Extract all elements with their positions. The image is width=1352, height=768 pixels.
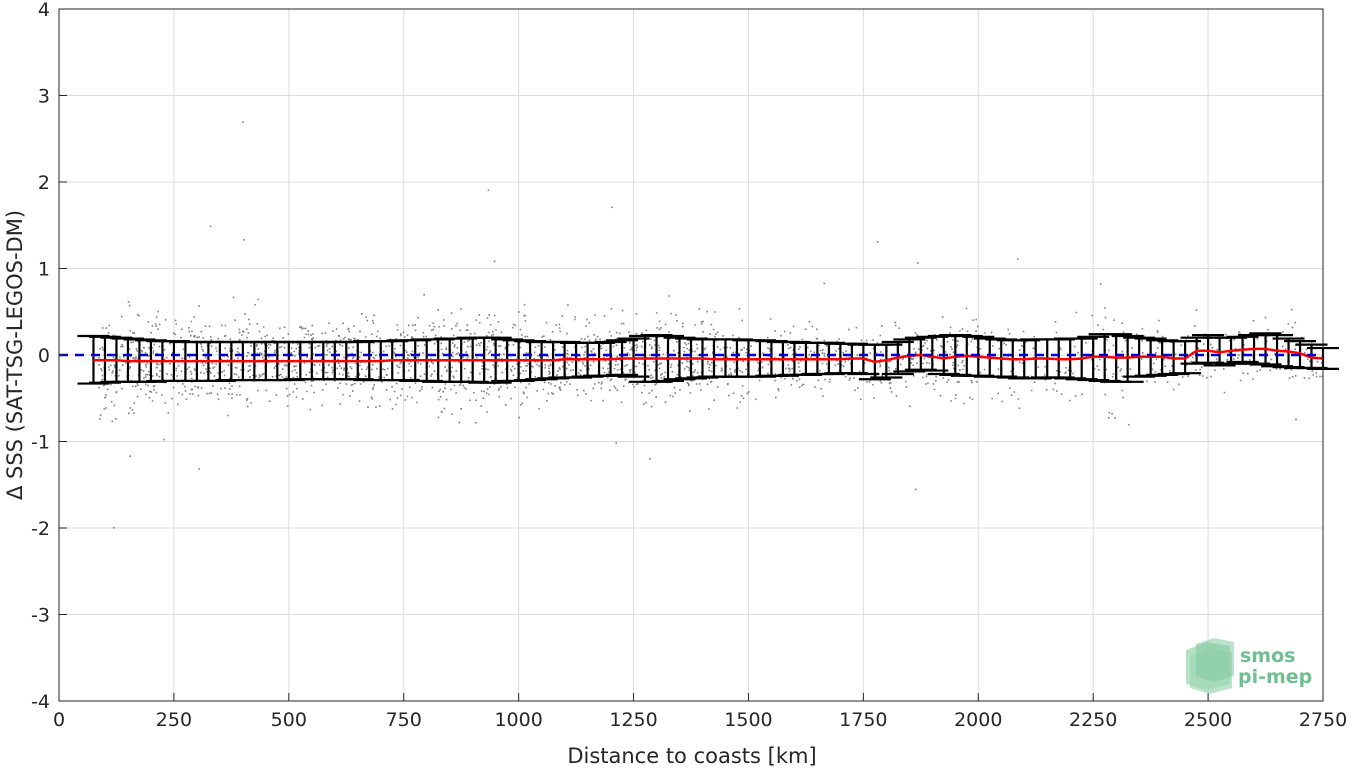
x-axis: 0 250 500 750 1000 1250 1500 1750 2000 2250 2500 27…: [53, 693, 1347, 731]
y-tick-label: -4: [31, 691, 50, 713]
scatter-point-cloud: [98, 121, 1325, 529]
logo-line2: pi-mep: [1238, 666, 1312, 688]
scatter-points: [98, 121, 1325, 529]
y-tick-label: 2: [38, 172, 50, 194]
y-tick-label: -1: [31, 432, 50, 454]
smos-pi-mep-logo: smos pi-mep: [1186, 638, 1312, 694]
x-axis-label: Distance to coasts [km]: [567, 744, 816, 768]
x-tick-label: 1500: [724, 709, 772, 731]
x-tick-label: 2000: [954, 709, 1002, 731]
y-tick-label: -3: [31, 605, 50, 627]
y-tick-label: 0: [38, 345, 50, 367]
x-tick-label: 1000: [494, 709, 542, 731]
x-tick-label: 500: [271, 709, 307, 731]
y-tick-label: 4: [38, 0, 50, 21]
x-tick-label: 2500: [1184, 709, 1232, 731]
y-axis-label: Δ SSS (SAT-TSG-LEGOS-DM): [3, 210, 27, 500]
logo-icon: [1186, 638, 1234, 694]
error-bar: [1111, 334, 1144, 383]
mean-line: [93, 347, 1324, 364]
x-tick-label: 0: [53, 709, 65, 731]
x-tick-label: 250: [156, 709, 192, 731]
y-tick-label: 1: [38, 259, 50, 281]
y-axis: -4 -3 -2 -1 0 1 2 3 4: [31, 0, 67, 713]
logo-line1: smos: [1240, 645, 1295, 667]
x-tick-label: 2250: [1069, 709, 1117, 731]
y-tick-label: -2: [31, 518, 50, 540]
x-tick-label: 1250: [609, 709, 657, 731]
x-tick-label: 750: [386, 709, 422, 731]
x-tick-label: 2750: [1299, 709, 1347, 731]
y-tick-label: 3: [38, 86, 50, 108]
x-tick-label: 1750: [839, 709, 887, 731]
